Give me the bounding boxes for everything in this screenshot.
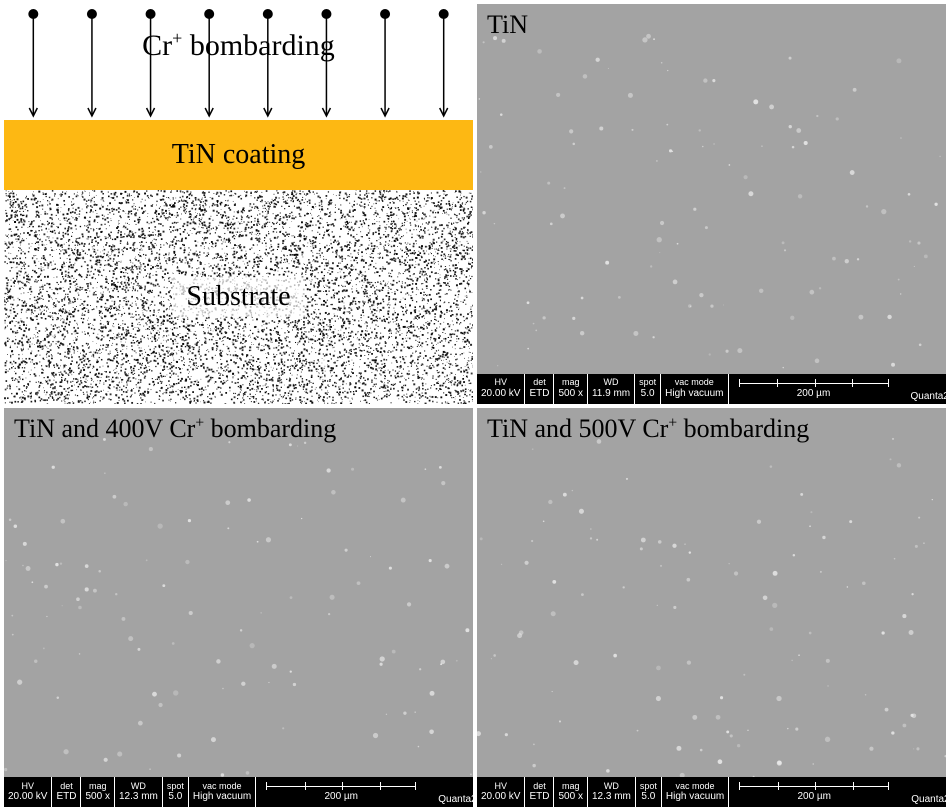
sem-info-cell: mag500 x xyxy=(554,374,587,404)
sem-surface-svg xyxy=(4,408,473,808)
sem-title: TiN and 400V Cr+ bombarding xyxy=(14,414,336,444)
sem-info-cell: HV20.00 kV xyxy=(4,777,52,807)
sem-info-cell: mag500 x xyxy=(554,777,587,807)
sem-instrument-label: Quanta200 xyxy=(899,777,946,807)
substrate-layer: Substrate xyxy=(4,190,473,404)
sem-instrument-label: Quanta200 xyxy=(899,374,947,404)
sem-info-cell: detETD xyxy=(525,374,554,404)
sem-info-cell: WD12.3 mm xyxy=(115,777,163,807)
sem-infobar: HV20.00 kVdetETDmag500 xWD12.3 mmspot5.0… xyxy=(4,777,473,807)
sem-info-cell: spot5.0 xyxy=(635,374,661,404)
panel-sem-tin: TiN HV20.00 kVdetETDmag500 xWD11.9 mmspo… xyxy=(477,4,946,404)
sem-title: TiN xyxy=(487,10,528,40)
panel-sem-500v: TiN and 500V Cr+ bombarding HV20.00 kVde… xyxy=(477,408,946,808)
sem-info-cell: spot5.0 xyxy=(163,777,189,807)
sem-info-cell: HV20.00 kV xyxy=(477,374,525,404)
tin-layer: TiN coating xyxy=(4,120,473,190)
sem-info-cell: WD11.9 mm xyxy=(588,374,635,404)
sem-infobar: HV20.00 kVdetETDmag500 xWD12.3 mmspot5.0… xyxy=(477,777,946,807)
sem-info-cell: mag500 x xyxy=(81,777,114,807)
sem-scalebar: 200 µm xyxy=(729,777,899,807)
sem-info-cell: detETD xyxy=(52,777,81,807)
panel-schematic: Cr+ bombarding TiN coating Substrate xyxy=(4,4,473,404)
sem-info-cell: detETD xyxy=(525,777,554,807)
arrow-zone: Cr+ bombarding xyxy=(4,4,473,120)
sem-instrument-label: Quanta200 xyxy=(426,777,473,807)
sem-info-cell: HV20.00 kV xyxy=(477,777,525,807)
sem-info-cell: vac modeHigh vacuum xyxy=(662,777,729,807)
sem-title: TiN and 500V Cr+ bombarding xyxy=(487,414,809,444)
substrate-label: Substrate xyxy=(172,277,304,317)
sem-scalebar: 200 µm xyxy=(729,374,899,404)
sem-info-cell: vac modeHigh vacuum xyxy=(661,374,728,404)
sem-surface-svg xyxy=(477,408,946,808)
sem-infobar: HV20.00 kVdetETDmag500 xWD11.9 mmspot5.0… xyxy=(477,374,946,404)
panel-sem-400v: TiN and 400V Cr+ bombarding HV20.00 kVde… xyxy=(4,408,473,808)
bombard-label: Cr+ bombarding xyxy=(4,28,473,63)
sem-info-cell: spot5.0 xyxy=(636,777,662,807)
figure-grid: Cr+ bombarding TiN coating Substrate TiN… xyxy=(0,0,950,811)
sem-surface-svg xyxy=(477,4,946,404)
sem-info-cell: vac modeHigh vacuum xyxy=(189,777,256,807)
tin-layer-label: TiN coating xyxy=(172,139,306,171)
sem-scalebar: 200 µm xyxy=(256,777,426,807)
sem-info-cell: WD12.3 mm xyxy=(588,777,636,807)
